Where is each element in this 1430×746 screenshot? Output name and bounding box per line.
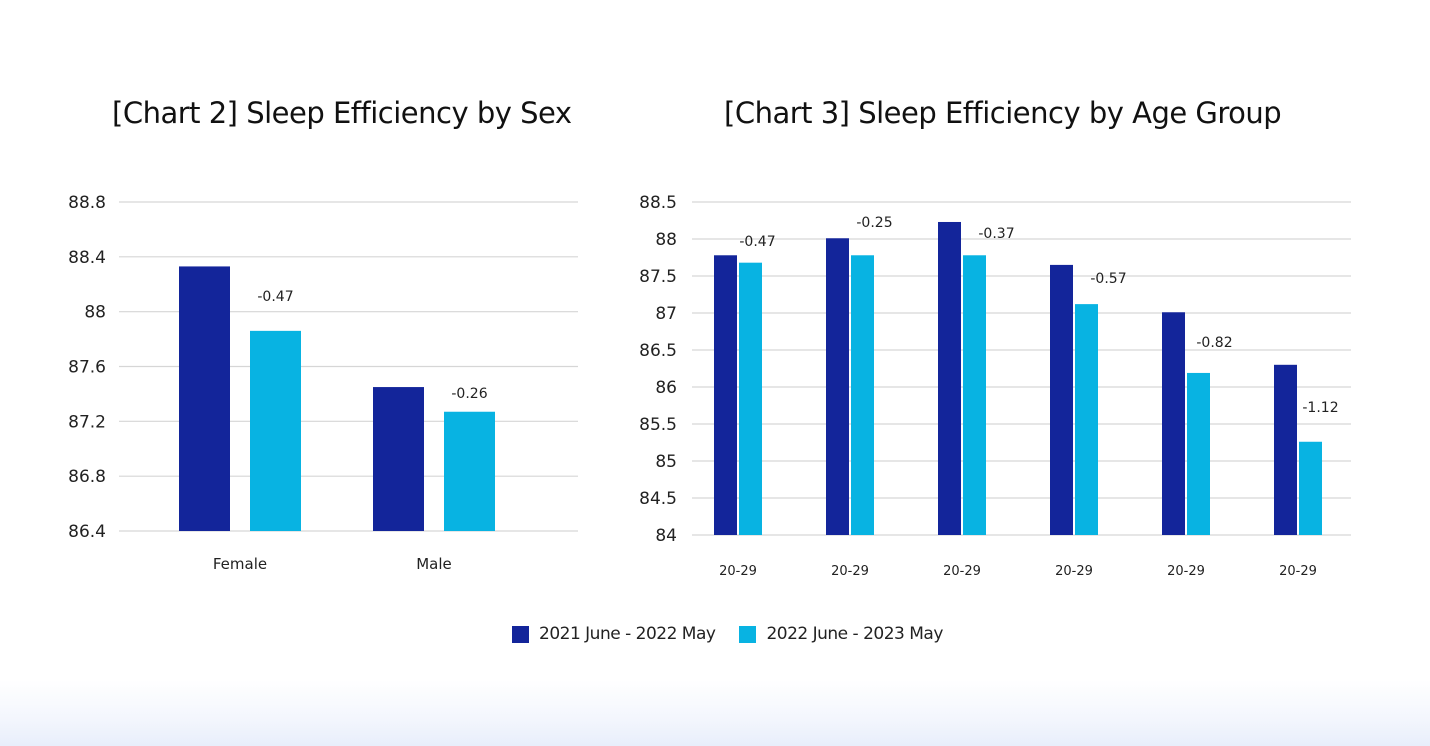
y-tick-label: 86.5	[639, 341, 677, 361]
bar-series-1	[1050, 264, 1073, 535]
y-tick-label: 87	[655, 304, 677, 324]
y-tick-label: 88.8	[68, 193, 106, 213]
data-label: -0.82	[1196, 335, 1232, 351]
legend-item-series-2: 2022 June - 2023 May	[739, 624, 943, 644]
y-tick-label: 86.4	[68, 522, 106, 542]
legend-swatch-series-1	[512, 625, 529, 643]
x-category-label: 20-29	[1055, 564, 1093, 579]
bar-series-1	[179, 266, 230, 531]
bar-series-1	[1162, 312, 1185, 535]
bar-series-1	[938, 221, 961, 536]
x-category-label: Female	[213, 555, 267, 573]
legend-label-series-2: 2022 June - 2023 May	[766, 624, 943, 644]
y-tick-label: 84.5	[639, 489, 677, 509]
data-label: -1.12	[1302, 400, 1338, 416]
x-category-label: Male	[416, 555, 452, 573]
bar-series-1	[1274, 364, 1297, 535]
bar-series-1	[714, 255, 737, 535]
x-category-label: 20-29	[943, 564, 981, 579]
bar-series-2	[1187, 372, 1210, 535]
y-tick-label: 85	[655, 452, 677, 472]
x-category-label: 20-29	[1167, 564, 1205, 579]
data-label: -0.37	[978, 226, 1014, 242]
y-tick-label: 86.8	[68, 467, 106, 487]
legend: 2021 June - 2022 May 2022 June - 2023 Ma…	[512, 624, 967, 644]
y-tick-label: 87.6	[68, 358, 106, 378]
y-tick-label: 87.5	[639, 267, 677, 287]
data-label: -0.26	[451, 386, 487, 402]
bar-series-1	[826, 238, 849, 535]
x-category-label: 20-29	[719, 564, 757, 579]
legend-swatch-series-2	[739, 625, 757, 643]
bar-series-2	[1299, 441, 1322, 535]
bar-series-1	[373, 387, 424, 531]
bar-series-2	[444, 411, 495, 531]
data-label: -0.47	[257, 289, 293, 305]
y-tick-label: 88	[655, 230, 677, 250]
data-label: -0.25	[856, 215, 892, 231]
bar-series-2	[250, 330, 301, 531]
data-label: -0.47	[739, 234, 775, 250]
y-tick-label: 85.5	[639, 415, 677, 435]
legend-item-series-1: 2021 June - 2022 May	[512, 624, 716, 644]
y-tick-label: 88	[84, 303, 106, 323]
bar-series-2	[851, 255, 874, 535]
x-category-label: 20-29	[1279, 564, 1317, 579]
bar-series-2	[1075, 304, 1098, 535]
legend-label-series-1: 2021 June - 2022 May	[539, 624, 716, 644]
y-tick-label: 87.2	[68, 412, 106, 432]
chart-2-title: [Chart 2] Sleep Efficiency by Sex	[112, 96, 572, 130]
x-category-label: 20-29	[831, 564, 869, 579]
data-label: -0.57	[1090, 271, 1126, 287]
y-tick-label: 88.4	[68, 248, 106, 268]
y-tick-label: 84	[655, 526, 677, 546]
chart-3-title: [Chart 3] Sleep Efficiency by Age Group	[724, 96, 1282, 130]
bar-series-2	[739, 262, 762, 535]
y-tick-label: 88.5	[639, 193, 677, 213]
bar-series-2	[963, 255, 986, 535]
y-tick-label: 86	[655, 378, 677, 398]
